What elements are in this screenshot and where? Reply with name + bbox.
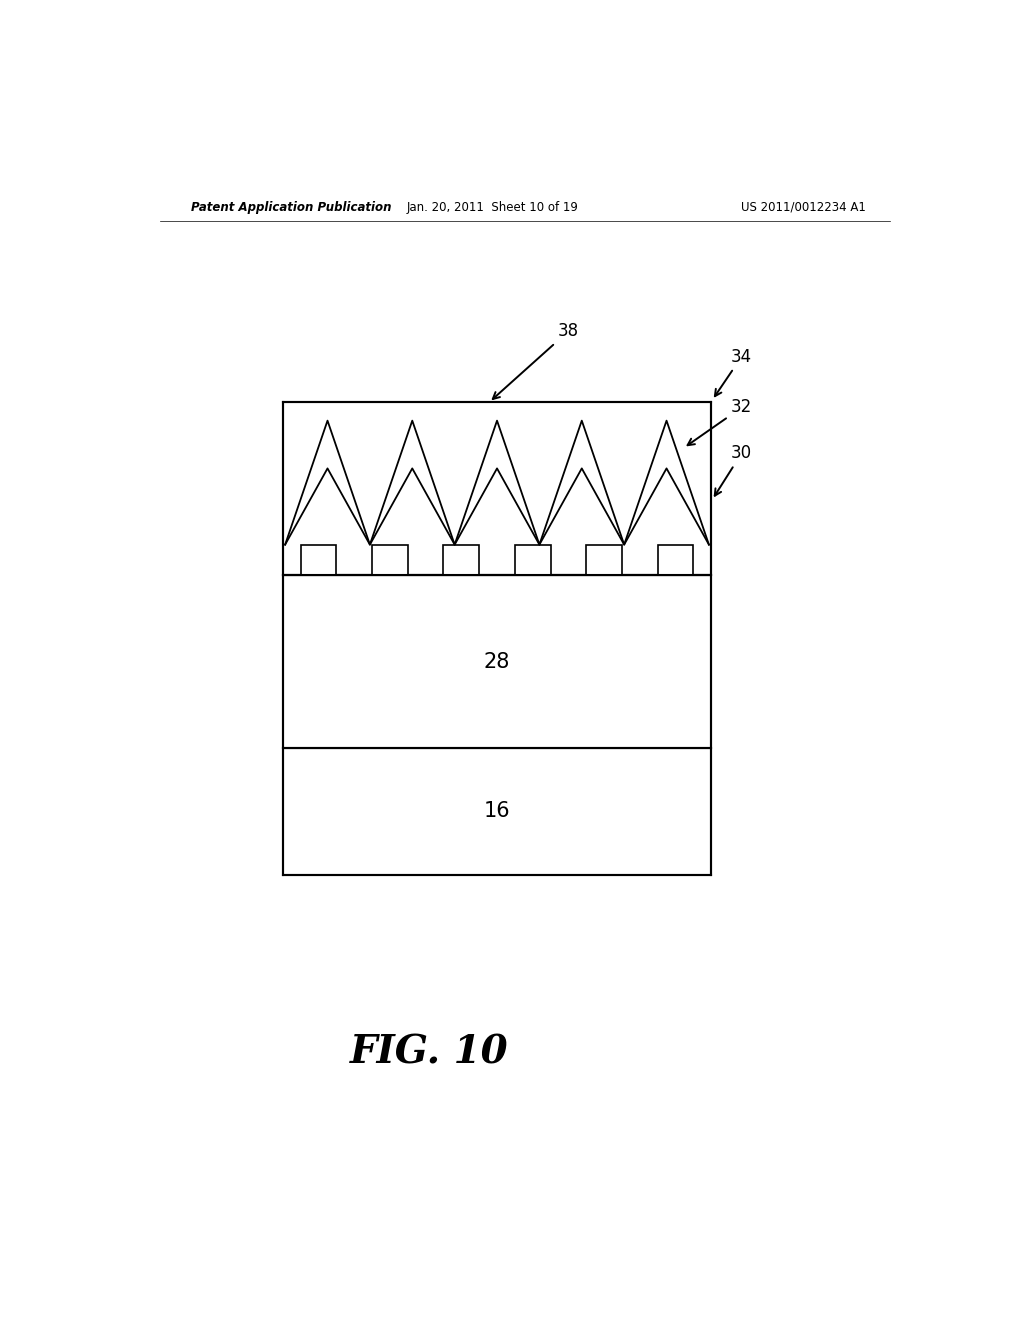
Text: 34: 34 [715,347,753,396]
Text: 30: 30 [715,444,753,496]
Text: US 2011/0012234 A1: US 2011/0012234 A1 [741,201,866,214]
Text: Jan. 20, 2011  Sheet 10 of 19: Jan. 20, 2011 Sheet 10 of 19 [408,201,579,214]
Text: Patent Application Publication: Patent Application Publication [191,201,392,214]
Bar [587,545,622,576]
Text: 38: 38 [493,322,579,399]
Bar [283,576,712,748]
Bar [301,545,336,576]
Text: 32: 32 [687,399,753,445]
Bar [283,403,712,576]
Text: 16: 16 [483,801,510,821]
Text: 28: 28 [483,652,510,672]
Bar [657,545,693,576]
Text: FIG. 10: FIG. 10 [350,1034,509,1072]
Bar [283,748,712,875]
Bar [443,545,479,576]
Bar [372,545,408,576]
Bar [515,545,551,576]
